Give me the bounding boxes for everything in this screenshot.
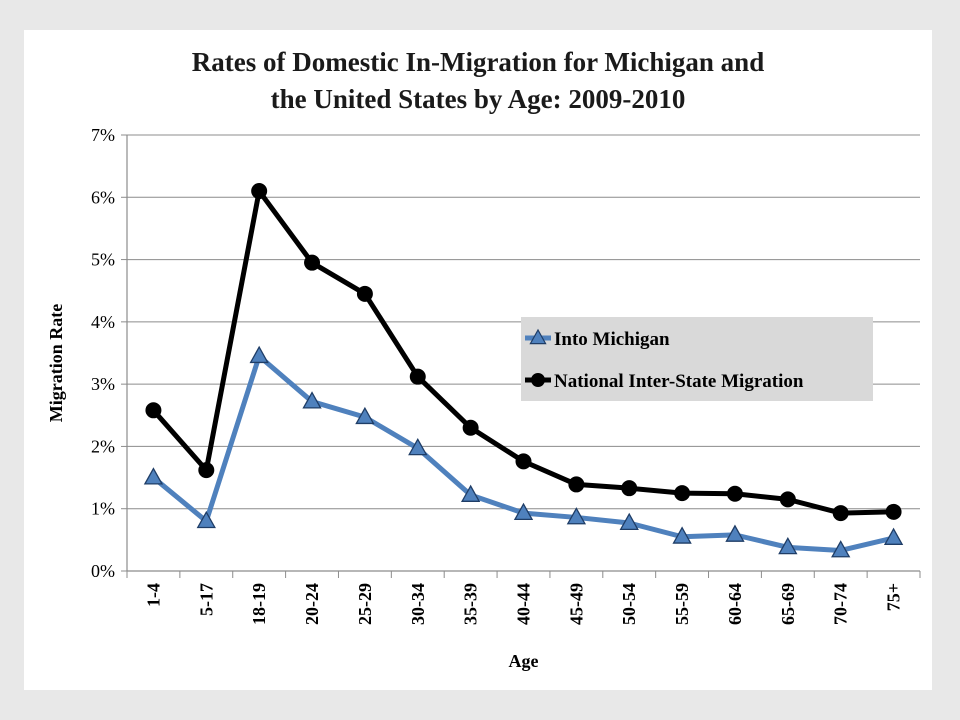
data-point-into-michigan [513, 502, 534, 521]
y-tick-label: 2% [91, 436, 115, 456]
data-point-national [832, 505, 849, 522]
x-tick-label: 35-39 [461, 583, 481, 625]
x-axis-title: Age [509, 651, 539, 671]
data-point-national [356, 285, 373, 302]
x-tick-label: 25-29 [355, 583, 375, 625]
data-point-into-michigan [408, 437, 428, 456]
data-point-into-michigan [143, 467, 164, 485]
legend-box [521, 317, 873, 401]
data-point-national [779, 491, 796, 508]
y-tick-label: 3% [91, 374, 115, 394]
y-tick-label: 5% [91, 250, 115, 270]
x-tick-label: 5-17 [196, 583, 216, 616]
x-tick-label: 20-24 [302, 583, 322, 625]
legend-label: National Inter-State Migration [554, 371, 804, 392]
data-point-national [304, 254, 321, 271]
x-tick-label: 45-49 [566, 583, 586, 625]
data-point-into-michigan [196, 510, 216, 529]
x-tick-label: 18-19 [249, 583, 269, 625]
data-point-national [568, 476, 585, 493]
data-point-into-michigan [883, 527, 904, 545]
data-point-national [515, 453, 532, 470]
data-point-into-michigan [249, 345, 269, 364]
data-point-into-michigan [460, 484, 481, 502]
data-point-national [198, 462, 215, 479]
y-tick-label: 6% [91, 187, 115, 207]
data-point-national [674, 485, 691, 502]
y-tick-label: 1% [91, 499, 115, 519]
data-point-into-michigan [355, 406, 375, 425]
x-tick-label: 1-4 [143, 583, 163, 607]
data-point-national [885, 503, 902, 520]
data-point-into-michigan [302, 391, 322, 409]
data-point-into-michigan [831, 540, 851, 558]
data-point-into-michigan [619, 512, 639, 530]
chart-title: Rates of Domestic In-Migration for Michi… [24, 44, 932, 118]
data-point-national [145, 402, 162, 419]
data-point-national [726, 485, 743, 502]
data-point-national [409, 368, 426, 385]
chart-slide: Rates of Domestic In-Migration for Michi… [24, 30, 932, 690]
y-tick-label: 0% [91, 561, 115, 581]
data-point-national [462, 419, 479, 436]
y-tick-label: 7% [91, 125, 115, 145]
x-tick-label: 65-69 [778, 583, 798, 625]
data-point-into-michigan [566, 507, 587, 525]
chart-title-line-2: the United States by Age: 2009-2010 [270, 84, 686, 114]
chart-title-line-1: Rates of Domestic In-Migration for Michi… [191, 47, 765, 77]
data-point-national [621, 480, 638, 497]
y-axis-title: Migration Rate [46, 304, 66, 422]
legend-label: Into Michigan [554, 329, 670, 350]
data-point-national [251, 183, 268, 200]
x-tick-label: 70-74 [831, 583, 851, 625]
x-tick-label: 75+ [884, 583, 904, 611]
data-point-into-michigan [672, 526, 692, 544]
x-tick-label: 40-44 [514, 583, 534, 625]
x-tick-label: 30-34 [408, 583, 428, 625]
legend-marker-triangle [529, 328, 547, 345]
line-chart: 0% 1% 2% 3% 4% 5% 6% 7% 1-4 5-17 18-19 20-24 25-29 30… [46, 125, 921, 671]
x-tick-label: 55-59 [672, 583, 692, 625]
data-point-into-michigan [778, 536, 798, 555]
y-tick-label: 4% [91, 312, 115, 332]
data-point-into-michigan [725, 524, 745, 542]
legend-marker-circle [531, 373, 545, 387]
x-tick-label: 60-64 [725, 583, 745, 625]
x-tick-label: 50-54 [619, 583, 639, 625]
